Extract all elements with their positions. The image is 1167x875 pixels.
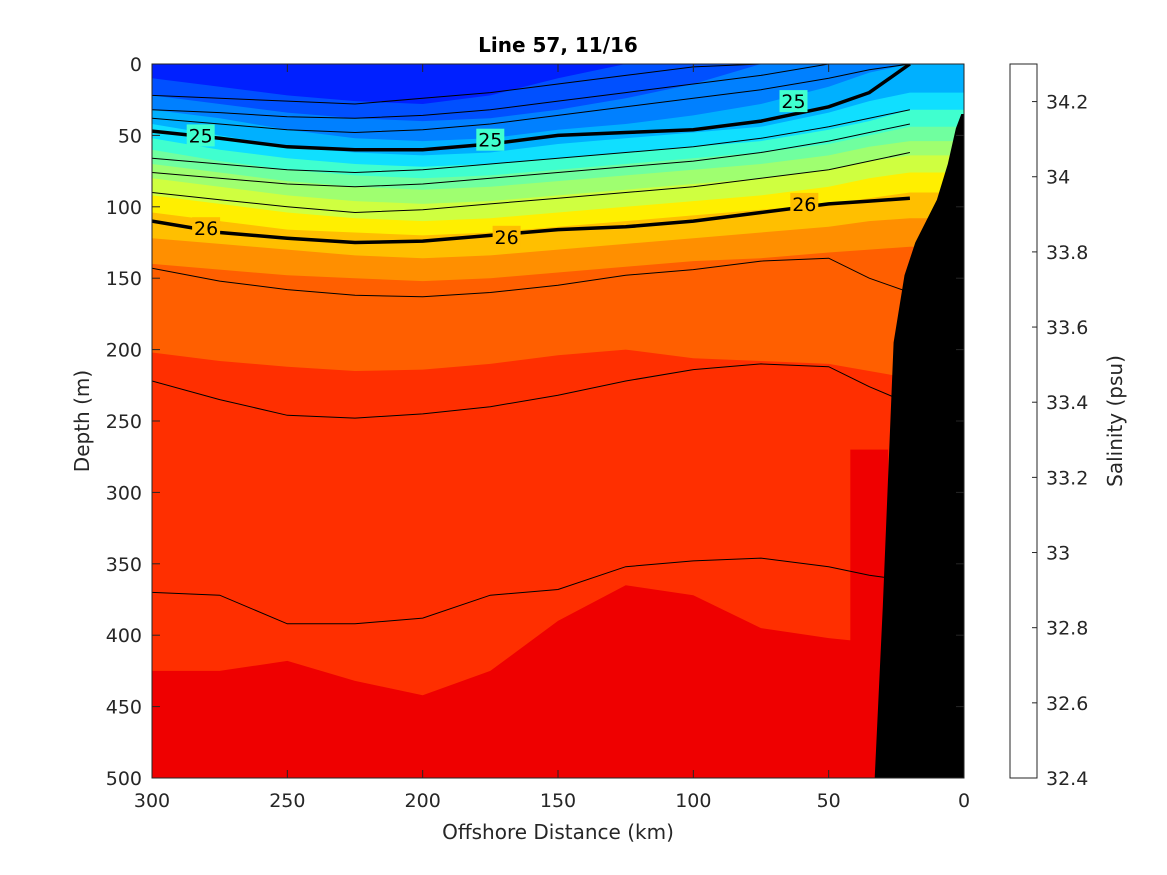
- y-tick-label: 250: [106, 411, 142, 433]
- isopycnal-line: [152, 64, 910, 119]
- isopycnal-labels: 25 25 25 26 26 26: [186, 90, 819, 249]
- colorbar-tick-label: 34.2: [1046, 92, 1088, 114]
- isopycnal-line: [152, 557, 910, 625]
- colorbar-ticks: 32.4 32.6 32.8 33 33.2 33.4 33.6 33.8 34 34.2: [1032, 92, 1088, 790]
- colorbar-tick-label: 32.4: [1046, 768, 1088, 790]
- isopycnal-line: [152, 152, 911, 214]
- chart-title: Line 57, 11/16: [478, 33, 638, 57]
- colorbar-tick-label: 33.2: [1046, 467, 1088, 489]
- colorbar-label: Salinity (psu): [1103, 355, 1127, 487]
- x-tick-label: 50: [817, 790, 841, 812]
- isopycnal-line: [152, 109, 911, 174]
- y-tick-label: 300: [106, 482, 142, 504]
- y-tick-label: 350: [106, 554, 142, 576]
- x-tick-label: 250: [269, 790, 305, 812]
- y-tick-label: 200: [106, 340, 142, 362]
- contour-label-bg: [192, 217, 221, 240]
- isopycnal-line: [152, 257, 911, 298]
- salinity-band: [152, 585, 964, 778]
- x-tick-label: 150: [540, 790, 576, 812]
- contour-label: 25: [478, 130, 502, 152]
- isopycnal-line: [152, 123, 911, 188]
- contour-label: 26: [495, 227, 519, 249]
- y-tick-label: 500: [106, 768, 142, 790]
- isopycnal-line: [152, 64, 910, 105]
- colorbar-tick-label: 33.6: [1046, 317, 1088, 339]
- contour-label-bg: [186, 124, 215, 147]
- isopycnal-lines: [152, 64, 911, 625]
- x-tick-label: 0: [958, 790, 970, 812]
- contour-label: 26: [194, 218, 218, 240]
- colorbar-tick-label: 33.8: [1046, 242, 1088, 264]
- colorbar-frame: [1009, 63, 1038, 779]
- contour-label: 25: [189, 125, 213, 147]
- isopycnal-line: [152, 64, 910, 134]
- colorbar-tick-label: 32.8: [1046, 618, 1088, 640]
- colorbar-tick-label: 34: [1046, 167, 1070, 189]
- y-tick-label: 50: [118, 125, 142, 147]
- bathymetry-shelf: [874, 114, 964, 778]
- y-tick-label: 150: [106, 268, 142, 290]
- salinity-bands: [152, 64, 964, 778]
- contour-label-bg: [779, 90, 808, 113]
- x-axis-label: Offshore Distance (km): [442, 820, 674, 844]
- isopycnal-line-bold: [152, 64, 911, 152]
- contour-label: 25: [781, 91, 805, 113]
- isopycnal-line-bold: [152, 196, 911, 245]
- y-tick-label: 0: [130, 54, 142, 76]
- contour-label-bg: [476, 128, 505, 151]
- x-tick-label: 300: [134, 790, 170, 812]
- colorbar-tick-label: 32.6: [1046, 693, 1088, 715]
- y-axis: 0 50 100 150 200 250 300 350 400 450 500: [106, 54, 964, 790]
- y-axis-label: Depth (m): [70, 370, 94, 472]
- y-tick-label: 100: [106, 197, 142, 219]
- isopycnal-line: [152, 363, 911, 419]
- x-tick-label: 200: [405, 790, 441, 812]
- colorbar-tick-label: 33.4: [1046, 392, 1088, 414]
- contour-label-bg: [492, 225, 521, 248]
- x-tick-label: 100: [675, 790, 711, 812]
- contour-label-bg: [790, 192, 819, 215]
- contour-label: 26: [792, 194, 816, 216]
- x-axis: 300 250 200 150 100 50 0: [134, 64, 970, 812]
- y-tick-label: 400: [106, 625, 142, 647]
- plot-area: 25 25 25 26 26 26: [152, 64, 964, 778]
- colorbar-tick-label: 33: [1046, 543, 1070, 565]
- y-tick-label: 450: [106, 697, 142, 719]
